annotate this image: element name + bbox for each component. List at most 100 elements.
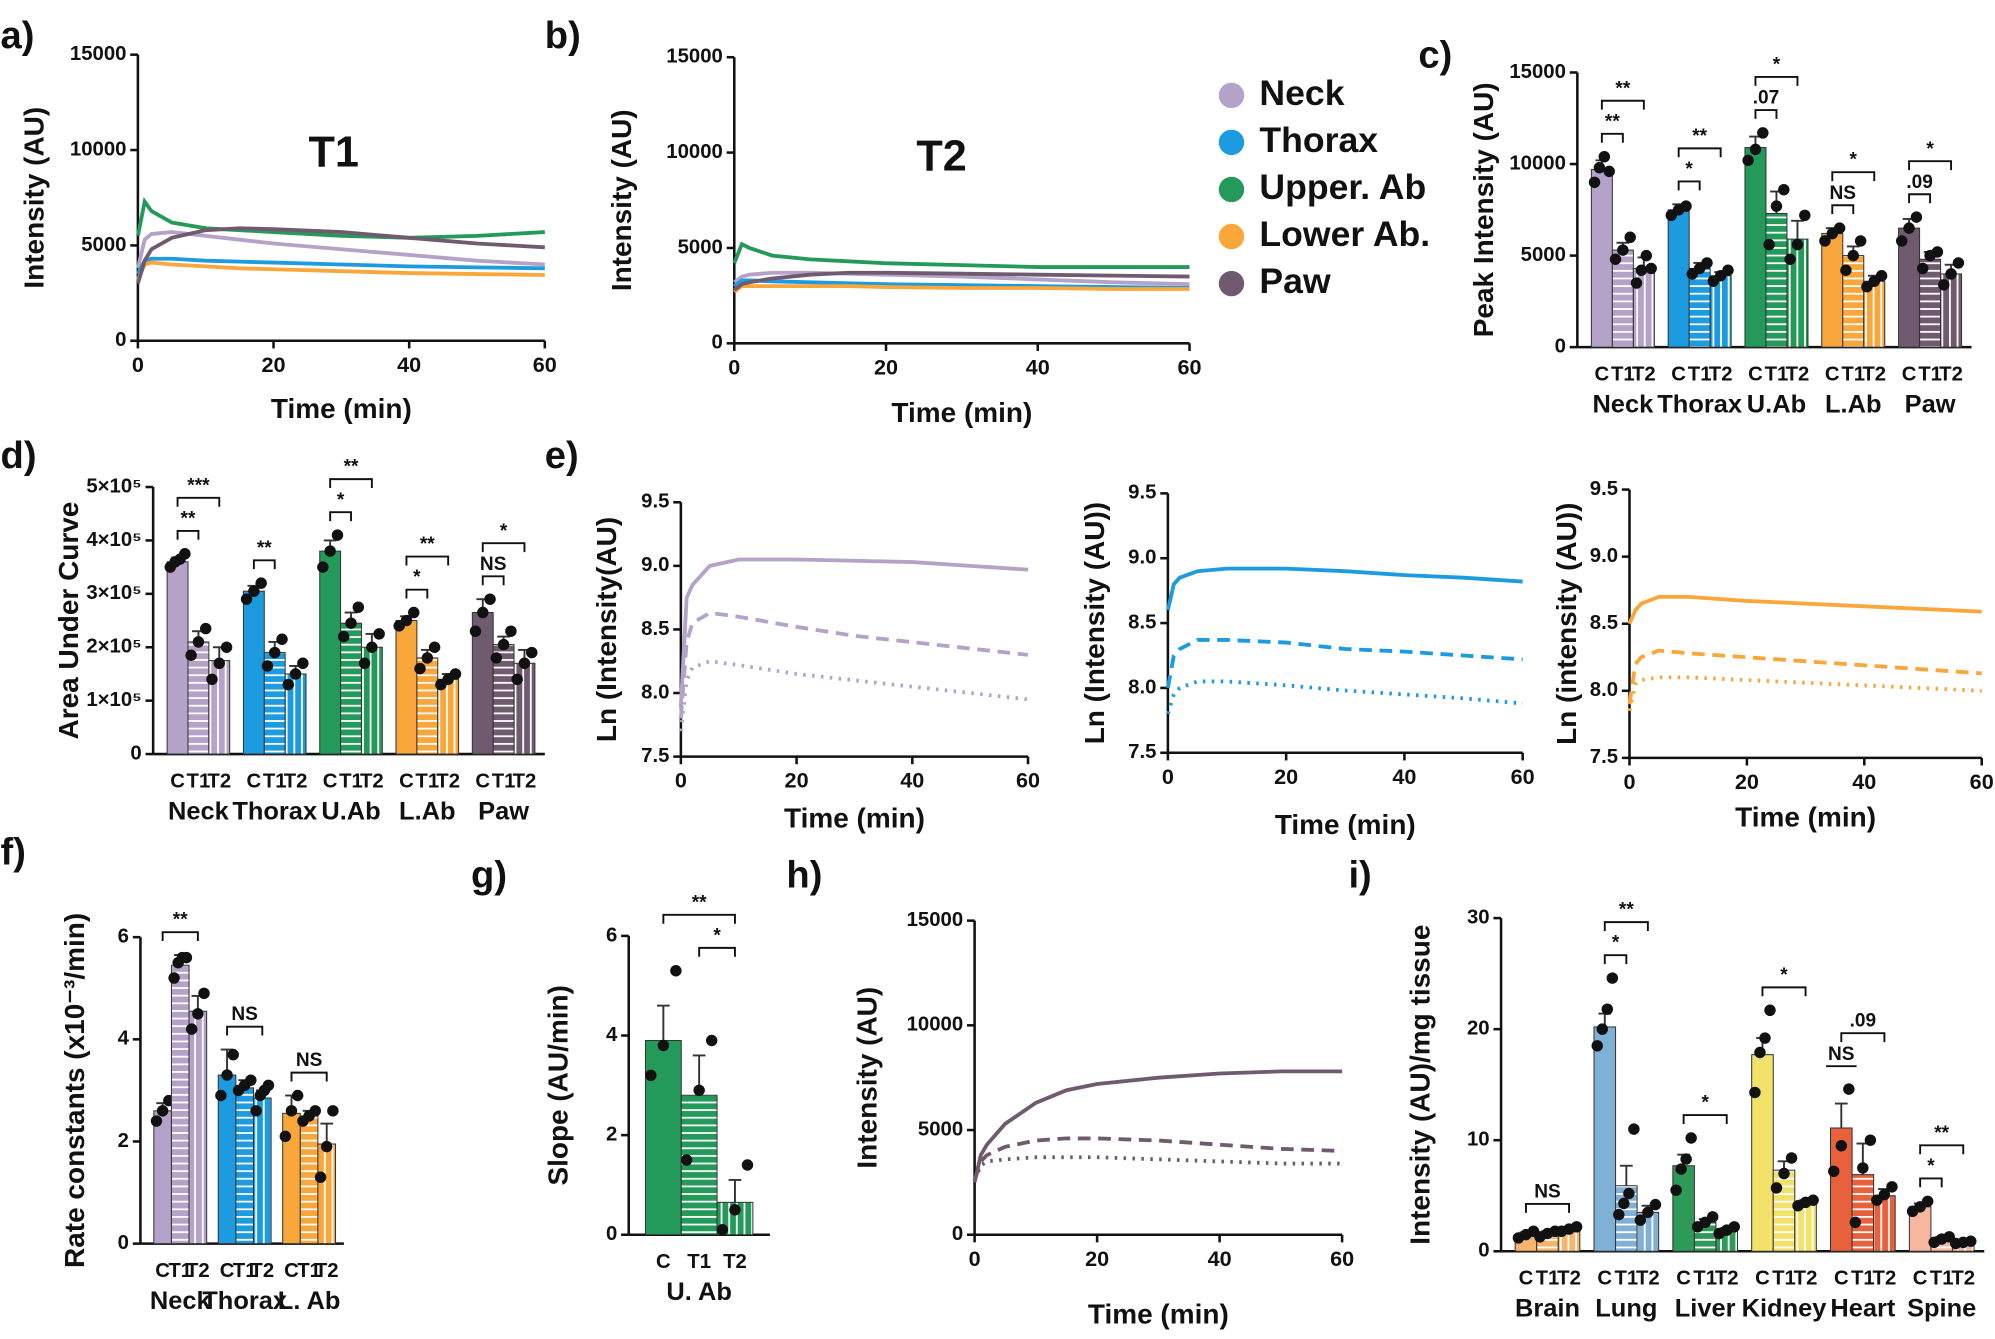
data-point <box>1857 1162 1869 1174</box>
bar <box>1672 1165 1695 1252</box>
line-series <box>678 610 1029 719</box>
data-point <box>1784 253 1796 265</box>
data-point <box>1835 1140 1848 1152</box>
y-axis-label: Intensity (AU) <box>606 109 637 291</box>
subcategory-label: T2 <box>360 770 384 792</box>
data-point <box>1618 1197 1630 1210</box>
significance-bracket <box>290 1071 328 1082</box>
subcategory-label: T2 <box>1873 1268 1897 1290</box>
data-point <box>314 1171 327 1183</box>
data-point <box>1764 1004 1776 1016</box>
data-point <box>1593 161 1606 174</box>
data-point <box>1833 222 1846 234</box>
data-point <box>1778 1167 1790 1180</box>
significance-bracket <box>252 559 276 570</box>
subcategory-label: T2 <box>1939 363 1963 385</box>
subcategory-label: T2 <box>250 1260 274 1282</box>
significance-bracket <box>1754 76 1799 86</box>
data-point <box>320 1140 333 1153</box>
data-point <box>248 585 260 597</box>
bar <box>317 1143 337 1245</box>
significance-bracket <box>1754 109 1778 119</box>
y-axis-label: Intensity (AU)/mg tissue <box>1405 925 1436 1245</box>
data-point <box>1759 1032 1771 1044</box>
subcategory-label: T2 <box>1636 1268 1660 1290</box>
significance-label: *** <box>187 475 210 496</box>
data-point <box>1685 1132 1697 1144</box>
significance-label: * <box>1773 55 1781 76</box>
chart-title: T1 <box>309 129 359 177</box>
subcategory-label: T1 <box>187 770 211 792</box>
significance-label: * <box>1612 933 1620 954</box>
x-axis-label: Time (min) <box>891 397 1032 428</box>
subcategory-label: T2 <box>1632 363 1656 385</box>
data-point <box>279 1130 292 1143</box>
significance-bracket <box>1682 1114 1728 1124</box>
data-point <box>1840 264 1852 276</box>
significance-bracket <box>1761 986 1807 997</box>
line-series <box>136 226 545 285</box>
significance-bracket <box>1919 1177 1943 1188</box>
bar <box>1851 1174 1875 1252</box>
data-point <box>168 972 180 984</box>
significance-label: ** <box>344 457 359 478</box>
significance-label: ** <box>173 910 188 931</box>
y-tick-label: 1×10⁵ <box>86 689 141 711</box>
x-axis-label: Time (min) <box>784 803 925 834</box>
data-point <box>1878 1188 1891 1201</box>
bar <box>319 550 342 755</box>
data-point <box>505 625 517 637</box>
x-tick-label: 0 <box>1623 769 1635 794</box>
data-point <box>285 1105 298 1117</box>
data-point <box>192 636 205 648</box>
y-tick-label: 7.5 <box>641 745 669 767</box>
subcategory-label: T1 <box>1772 1268 1796 1290</box>
data-point <box>1847 249 1859 262</box>
line-series <box>733 284 1190 294</box>
significance-bracket <box>176 496 221 507</box>
data-point <box>1613 1208 1625 1221</box>
data-point <box>1785 1152 1798 1164</box>
subcategory-label: T1 <box>1693 1268 1717 1290</box>
data-point <box>414 662 426 675</box>
category-label: Thorax <box>202 1287 287 1315</box>
bar <box>1593 1026 1617 1252</box>
y-tick-label: 5000 <box>1521 244 1566 266</box>
subcategory-label: C <box>1913 1268 1928 1290</box>
bar <box>1765 212 1788 348</box>
data-point <box>729 1204 741 1216</box>
data-point <box>1757 127 1769 139</box>
line-series <box>1627 594 1982 625</box>
data-point <box>670 965 682 977</box>
y-tick-label: 8.0 <box>1590 679 1618 701</box>
data-point <box>1952 257 1965 269</box>
x-tick-label: 60 <box>1330 1246 1354 1271</box>
significance-label: .09 <box>1850 1011 1877 1032</box>
bar <box>1821 233 1844 348</box>
data-point <box>705 1034 718 1047</box>
subcategory-label: C <box>1597 1268 1612 1290</box>
subcategory-label: C <box>475 770 490 792</box>
data-point <box>400 614 413 627</box>
data-point <box>1770 200 1783 212</box>
significance-label: NS <box>1830 183 1856 204</box>
significance-label: ** <box>1615 78 1630 99</box>
y-tick-label: 15000 <box>907 909 964 931</box>
data-point <box>289 668 302 680</box>
panel-label: h) <box>786 853 822 896</box>
data-point <box>1680 1153 1692 1165</box>
data-point <box>1965 1235 1977 1247</box>
line-series <box>972 1136 1343 1181</box>
data-point <box>680 1154 693 1166</box>
data-point <box>1886 1181 1898 1193</box>
bar <box>437 678 460 755</box>
significance-label: * <box>1927 1156 1935 1177</box>
data-point <box>1749 143 1762 156</box>
y-tick-label: 2 <box>118 1130 129 1152</box>
data-point <box>1701 257 1713 269</box>
data-point <box>1591 1040 1603 1052</box>
data-point <box>1722 264 1734 276</box>
legend-label: Thorax <box>1259 120 1378 160</box>
data-point <box>1635 264 1648 276</box>
significance-bracket <box>1831 204 1855 215</box>
